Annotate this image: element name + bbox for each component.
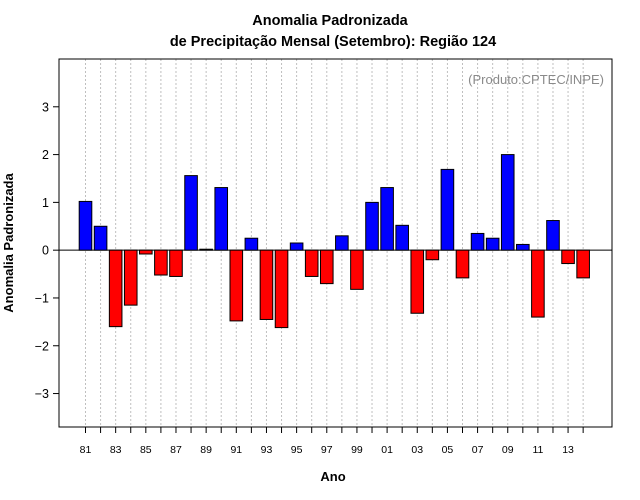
- bar: [455, 249, 470, 279]
- bar: [123, 249, 138, 306]
- bar: [139, 249, 153, 255]
- x-axis-label: Ano: [320, 469, 345, 484]
- x-tick-label: 11: [532, 444, 543, 456]
- bar: [531, 249, 545, 318]
- bar: [440, 168, 455, 251]
- x-tick-label: 01: [381, 444, 393, 456]
- credit-text: (Produto:CPTEC/INPE): [468, 72, 604, 87]
- chart-title: Anomalia Padronizada: [252, 13, 408, 29]
- y-tick-label: −3: [35, 387, 49, 401]
- bar: [274, 249, 289, 329]
- bar: [214, 187, 229, 251]
- bar: [108, 249, 123, 328]
- bar: [229, 249, 244, 322]
- y-axis-label: Anomalia Padronizada: [1, 173, 16, 313]
- bar: [199, 248, 213, 251]
- x-tick-label: 87: [170, 444, 182, 456]
- y-axis: −3 −2 −1 0 1 2 3: [35, 100, 59, 401]
- bar: [93, 225, 108, 251]
- x-tick-label: 07: [472, 444, 484, 456]
- bars: [78, 154, 590, 329]
- y-tick-label: 3: [42, 100, 49, 114]
- x-tick-label: 83: [110, 444, 122, 456]
- bar: [169, 249, 183, 277]
- plot-frame: [58, 58, 613, 428]
- bar: [576, 249, 590, 279]
- bar: [546, 220, 560, 251]
- x-tick-label: 13: [562, 444, 574, 456]
- x-tick-label: 95: [291, 444, 303, 456]
- y-tick-label: 2: [42, 148, 49, 162]
- x-tick-label: 81: [80, 444, 92, 456]
- x-tick-label: 09: [502, 444, 514, 456]
- bar: [485, 237, 500, 251]
- bar: [561, 249, 575, 265]
- x-tick-label: 91: [230, 444, 242, 456]
- bar: [304, 249, 319, 277]
- bar: [410, 249, 425, 314]
- bar: [259, 249, 274, 320]
- bar: [425, 249, 440, 261]
- bar: [500, 154, 515, 251]
- bar: [319, 249, 334, 285]
- bar: [516, 243, 530, 251]
- bar: [470, 232, 485, 251]
- x-tick-label: 05: [442, 444, 454, 456]
- x-tick-label: 97: [321, 444, 333, 456]
- bar: [78, 200, 93, 251]
- chart-subtitle: de Precipitação Mensal (Setembro): Regiã…: [170, 34, 496, 50]
- bar: [244, 237, 259, 251]
- x-tick-label: 93: [261, 444, 273, 456]
- bar: [380, 187, 394, 251]
- y-tick-label: 1: [42, 196, 49, 210]
- bar: [154, 249, 168, 276]
- x-tick-label: 85: [140, 444, 152, 456]
- bar: [184, 175, 198, 251]
- x-tick-label: 03: [411, 444, 423, 456]
- x-tick-label: 99: [351, 444, 363, 456]
- y-tick-label: 0: [42, 244, 49, 258]
- bar: [335, 235, 349, 251]
- x-axis: 81 83 85 87 89 91 93 95 97 99 01 03 05 07 09 11 13: [80, 427, 584, 456]
- y-tick-label: −2: [35, 339, 49, 353]
- x-tick-label: 89: [200, 444, 212, 456]
- bar: [365, 201, 379, 251]
- bar: [395, 224, 409, 251]
- bar: [350, 249, 364, 290]
- bar: [289, 242, 304, 251]
- y-tick-label: −1: [35, 291, 49, 305]
